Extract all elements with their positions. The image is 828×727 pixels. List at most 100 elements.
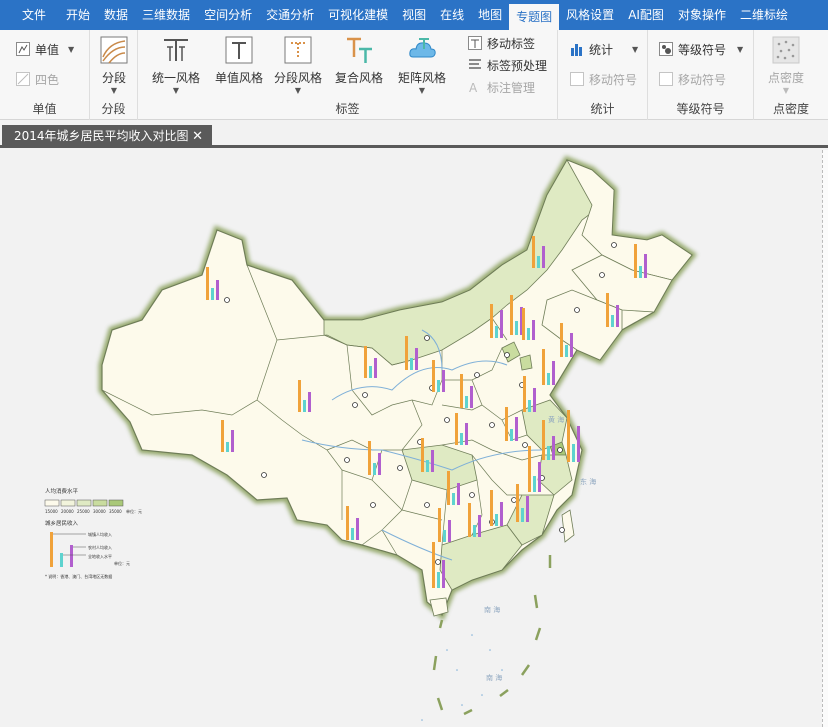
unique-value-icon (16, 42, 30, 56)
tab-data[interactable]: 数据 (104, 8, 129, 22)
bar-fujian[interactable] (516, 484, 529, 522)
map-canvas[interactable]: 黄 海 东 海 南 海 南 海 (2, 150, 822, 727)
bar-chongqing[interactable] (421, 438, 434, 472)
bar-qinghai[interactable] (298, 380, 311, 412)
tab-spatial-analysis[interactable]: 空间分析 (204, 8, 253, 22)
legend-class-3: 25000 (77, 509, 90, 514)
group-label: 统一风格 ▼ 单值风格 分段风格 ▼ 复合风格 (138, 30, 558, 120)
unique-style-button[interactable]: 单值风格 (215, 35, 263, 86)
tab-ai-mapping[interactable]: AI配图 (628, 8, 664, 22)
bar-shanxi[interactable] (460, 374, 473, 408)
bar-heilongjiang[interactable] (634, 244, 647, 278)
bar-hunan[interactable] (447, 471, 460, 505)
tab-map[interactable]: 地图 (478, 8, 503, 22)
bar-tibet[interactable] (221, 420, 234, 452)
dot-density-button[interactable]: 点密度 ▼ (768, 35, 804, 95)
bar-hubei[interactable] (455, 413, 468, 445)
tab-thematic-map[interactable]: 专题图 (509, 4, 560, 30)
bar-henan[interactable] (523, 376, 536, 412)
bar-xinjiang[interactable] (206, 267, 219, 300)
bar-liaoning[interactable] (560, 323, 573, 357)
bar-tianjin[interactable] (522, 308, 535, 340)
move-symbol-button-2[interactable]: 移动符号 (659, 69, 726, 89)
province-liaoning[interactable] (541, 289, 623, 361)
legend-swatch-3 (76, 499, 92, 507)
bar-hebei[interactable] (532, 236, 545, 268)
document-tab[interactable]: 2014年城乡居民平均收入对比图 ✕ (2, 125, 212, 148)
tab-style-settings[interactable]: 风格设置 (566, 8, 615, 22)
ribbon-tab-bar: 文件 开始 数据 三维数据 空间分析 交通分析 可视化建模 视图 在线 地图 专… (0, 0, 828, 30)
china-map[interactable]: 黄 海 东 海 南 海 南 海 (2, 150, 822, 727)
matrix-style-button[interactable]: 矩阵风格 ▼ (398, 35, 446, 95)
tab-2d-plotting[interactable]: 二维标绘 (739, 8, 788, 22)
tab-online[interactable]: 在线 (440, 8, 465, 22)
graduated-symbol-label: 等级符号 (678, 42, 727, 57)
uniform-style-button[interactable]: 统一风格 ▼ (152, 35, 200, 95)
tab-object-operations[interactable]: 对象操作 (677, 8, 726, 22)
tab-file[interactable]: 文件 (22, 8, 47, 22)
annotation-manage-button[interactable]: A 标注管理 (468, 77, 535, 97)
tab-visual-modeling[interactable]: 可视化建模 (328, 8, 389, 22)
legend-item-urban: 城镇人均收入 (88, 531, 112, 537)
canvas-right-edge (822, 150, 828, 727)
bar-gansu[interactable] (364, 346, 377, 378)
bar-yunnan[interactable] (346, 506, 359, 540)
range-label-icon (284, 36, 312, 64)
bar-guizhou[interactable] (438, 508, 451, 542)
province-taiwan[interactable] (561, 509, 575, 543)
bar-shandong[interactable] (542, 349, 555, 385)
move-symbol-icon (659, 72, 673, 86)
bar-ningxia[interactable] (405, 336, 418, 370)
move-label-button[interactable]: 移动标签 (468, 33, 535, 53)
bar-jiangsu[interactable] (542, 420, 555, 460)
bar-shanghai[interactable] (567, 410, 580, 462)
bar-jilin[interactable] (606, 293, 619, 327)
bar-zhejiang[interactable] (528, 446, 541, 492)
province-tianjin[interactable] (519, 354, 533, 371)
province-hainan[interactable] (429, 597, 449, 617)
range-style-button[interactable]: 分段风格 ▼ (274, 35, 322, 95)
map-legend: 人均消费水平 15000 20000 25000 30000 35000 单位：… (44, 487, 142, 579)
group-dot-density: 点密度 ▼ 点密度 (754, 30, 828, 120)
bar-anhui[interactable] (505, 407, 518, 441)
move-symbol-button-1[interactable]: 移动符号 (570, 69, 637, 89)
chevron-down-icon: ▼ (110, 86, 118, 95)
range-button[interactable]: 分段 ▼ (99, 35, 129, 95)
tab-start[interactable]: 开始 (66, 8, 91, 22)
province-heilongjiang[interactable] (566, 159, 693, 281)
label-preprocess-button[interactable]: 标签预处理 (468, 55, 547, 75)
unique-style-label: 单值风格 (215, 71, 264, 85)
statistics-button[interactable]: 统计 ▼ (570, 39, 638, 59)
bar-shaanxi[interactable] (432, 360, 445, 392)
legend-leader-lines (53, 533, 86, 556)
graduated-symbol-button[interactable]: 等级符号 ▼ (659, 39, 743, 59)
legend-bar-urban (50, 532, 53, 567)
bar-beijing[interactable] (510, 295, 523, 335)
move-symbol-label-2: 移动符号 (678, 72, 727, 87)
chevron-down-icon: ▼ (782, 86, 790, 95)
bar-guangdong[interactable] (432, 542, 445, 588)
bar-jiangxi[interactable] (490, 490, 503, 526)
close-icon[interactable]: ✕ (192, 129, 203, 144)
bar-inner-mongolia[interactable] (490, 304, 503, 338)
bar-sichuan[interactable] (368, 441, 381, 475)
unique-value-button[interactable]: 单值 ▼ (16, 39, 74, 59)
graduated-symbol-icon (659, 42, 673, 56)
legend-unit-2: 单位：元 (114, 560, 130, 566)
range-label: 分段 (101, 71, 126, 85)
tab-traffic-analysis[interactable]: 交通分析 (266, 8, 315, 22)
group-label-label: 标签 (335, 102, 360, 116)
annotation-manage-label: 标注管理 (487, 80, 536, 95)
tab-3d-data[interactable]: 三维数据 (142, 8, 191, 22)
four-color-button[interactable]: 四色 (16, 69, 59, 89)
legend-unit: 单位：元 (126, 508, 142, 514)
tab-view[interactable]: 视图 (402, 8, 427, 22)
uniform-label-icon (164, 39, 188, 61)
legend-item-rural: 农村人均收入 (88, 544, 112, 550)
legend-class-2: 20000 (61, 509, 74, 514)
label-preprocess-label: 标签预处理 (487, 58, 548, 73)
group-graduated-symbol: 等级符号 ▼ 移动符号 等级符号 (648, 30, 754, 120)
bar-guangxi-north[interactable] (468, 503, 481, 537)
group-label-graduated-symbol: 等级符号 (676, 102, 725, 116)
composite-style-button[interactable]: 复合风格 (335, 35, 383, 86)
